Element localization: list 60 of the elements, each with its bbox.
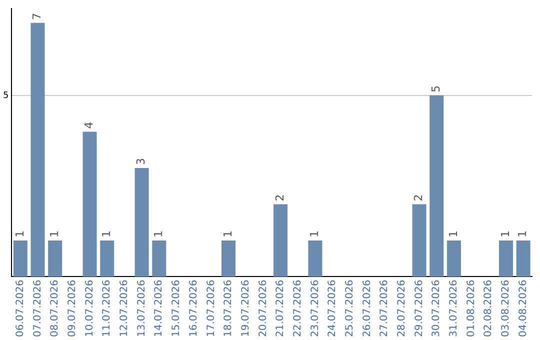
data-label: 1	[498, 230, 512, 238]
data-label: 1	[446, 230, 460, 238]
bar	[222, 240, 236, 277]
x-tick-label: 02.08.2026	[483, 280, 494, 338]
x-tick-label: 14.07.2026	[154, 280, 165, 338]
data-label: 1	[100, 230, 113, 238]
x-tick-label: 06.07.2026	[14, 280, 26, 338]
x-tick-label: 30.07.2026	[431, 280, 442, 338]
data-label: 1	[152, 230, 165, 238]
x-tick-label: 12.07.2026	[119, 280, 130, 338]
x-tick-label: 18.07.2026	[223, 280, 234, 338]
bar	[134, 168, 149, 277]
x-tick-label: 28.07.2026	[396, 280, 408, 338]
x-tick-label: 22.07.2026	[292, 280, 304, 338]
x-tick-label: 21.07.2026	[275, 280, 286, 338]
x-tick-label: 27.07.2026	[379, 280, 390, 338]
x-tick-label: 19.07.2026	[240, 280, 252, 338]
x-tick-label: 31.07.2026	[448, 280, 460, 338]
data-label: 2	[273, 194, 286, 202]
data-label: 7	[30, 12, 44, 20]
bar	[498, 240, 513, 277]
x-tick-label: 09.07.2026	[67, 280, 78, 338]
bar	[48, 240, 62, 277]
data-label: 1	[516, 230, 530, 238]
x-tick-label: 07.07.2026	[32, 280, 44, 338]
data-label: 4	[82, 122, 96, 129]
x-tick-label: 08.07.2026	[50, 280, 61, 338]
bar	[13, 240, 28, 277]
data-label: 1	[308, 230, 322, 238]
data-label: 5	[429, 85, 442, 92]
data-label: 3	[134, 158, 148, 165]
bar	[430, 95, 444, 277]
bar	[274, 204, 288, 277]
data-label: 1	[13, 230, 26, 238]
data-label: 1	[48, 230, 61, 238]
bar	[152, 240, 166, 277]
data-label: 1	[221, 230, 234, 238]
x-tick-label: 29.07.2026	[414, 280, 425, 338]
x-tick-label: 04.08.2026	[518, 280, 529, 338]
x-tick-label: 25.07.2026	[344, 280, 356, 338]
bar	[516, 240, 530, 277]
x-tick-label: 01.08.2026	[466, 280, 477, 338]
x-tick-label: 11.07.2026	[102, 280, 113, 338]
x-tick-label: 13.07.2026	[136, 280, 148, 338]
data-label: 2	[412, 194, 426, 202]
x-tick-label: 16.07.2026	[188, 280, 200, 338]
x-tick-label: 26.07.2026	[362, 280, 373, 338]
bar	[100, 240, 114, 277]
x-tick-label: 03.08.2026	[500, 280, 512, 338]
bar	[446, 240, 461, 277]
bar	[412, 204, 426, 277]
bar	[82, 132, 97, 277]
bar	[308, 240, 322, 277]
x-tick-label: 24.07.2026	[327, 280, 338, 338]
bar	[30, 22, 45, 277]
x-tick-label: 10.07.2026	[84, 280, 96, 338]
x-tick-label: 17.07.2026	[206, 280, 217, 338]
x-tick-label: 20.07.2026	[258, 280, 269, 338]
x-tick-label: 15.07.2026	[171, 280, 182, 338]
x-tick-label: 23.07.2026	[310, 280, 321, 338]
